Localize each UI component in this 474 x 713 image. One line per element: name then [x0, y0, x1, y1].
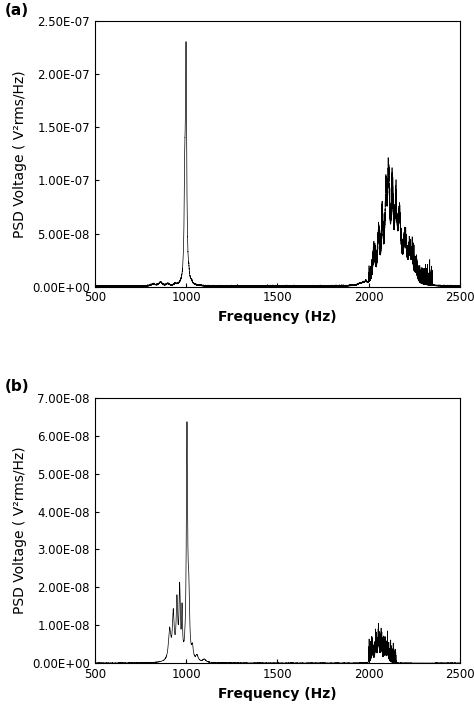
X-axis label: Frequency (Hz): Frequency (Hz) [218, 310, 337, 324]
Text: (a): (a) [5, 3, 29, 18]
Y-axis label: PSD Voltage ( V²rms/Hz): PSD Voltage ( V²rms/Hz) [12, 70, 27, 237]
Y-axis label: PSD Voltage ( V²rms/Hz): PSD Voltage ( V²rms/Hz) [12, 447, 27, 615]
Text: (b): (b) [5, 379, 29, 394]
X-axis label: Frequency (Hz): Frequency (Hz) [218, 687, 337, 700]
